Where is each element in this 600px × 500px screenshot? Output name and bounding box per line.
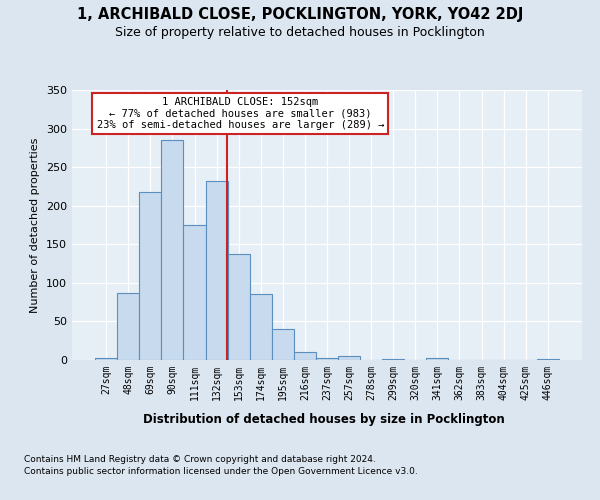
Bar: [537, 359, 559, 360]
Text: Distribution of detached houses by size in Pocklington: Distribution of detached houses by size …: [143, 412, 505, 426]
Bar: [95, 358, 117, 360]
Bar: [382, 359, 404, 360]
Text: 1 ARCHIBALD CLOSE: 152sqm
← 77% of detached houses are smaller (983)
23% of semi: 1 ARCHIBALD CLOSE: 152sqm ← 77% of detac…: [97, 97, 384, 130]
Text: Size of property relative to detached houses in Pocklington: Size of property relative to detached ho…: [115, 26, 485, 39]
Bar: [338, 356, 360, 360]
Y-axis label: Number of detached properties: Number of detached properties: [31, 138, 40, 312]
Bar: [139, 192, 161, 360]
Bar: [272, 329, 294, 360]
Bar: [161, 140, 184, 360]
Bar: [117, 293, 139, 360]
Bar: [427, 358, 448, 360]
Bar: [206, 181, 227, 360]
Text: 1, ARCHIBALD CLOSE, POCKLINGTON, YORK, YO42 2DJ: 1, ARCHIBALD CLOSE, POCKLINGTON, YORK, Y…: [77, 8, 523, 22]
Bar: [316, 358, 338, 360]
Bar: [294, 352, 316, 360]
Text: Contains public sector information licensed under the Open Government Licence v3: Contains public sector information licen…: [24, 468, 418, 476]
Bar: [184, 225, 206, 360]
Bar: [227, 254, 250, 360]
Text: Contains HM Land Registry data © Crown copyright and database right 2024.: Contains HM Land Registry data © Crown c…: [24, 455, 376, 464]
Bar: [250, 294, 272, 360]
